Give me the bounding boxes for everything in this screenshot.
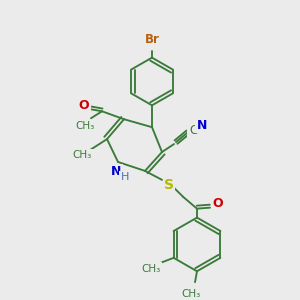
- Text: CH₃: CH₃: [75, 121, 94, 131]
- Text: CH₃: CH₃: [141, 264, 160, 274]
- Text: O: O: [213, 197, 223, 210]
- Text: CH₃: CH₃: [182, 289, 201, 299]
- Text: H: H: [121, 172, 129, 182]
- Text: N: N: [111, 165, 121, 178]
- Text: C: C: [189, 124, 197, 137]
- Text: O: O: [79, 99, 89, 112]
- Text: S: S: [164, 178, 174, 192]
- Text: Br: Br: [145, 33, 159, 46]
- Text: CH₃: CH₃: [72, 150, 92, 160]
- Text: N: N: [197, 119, 207, 132]
